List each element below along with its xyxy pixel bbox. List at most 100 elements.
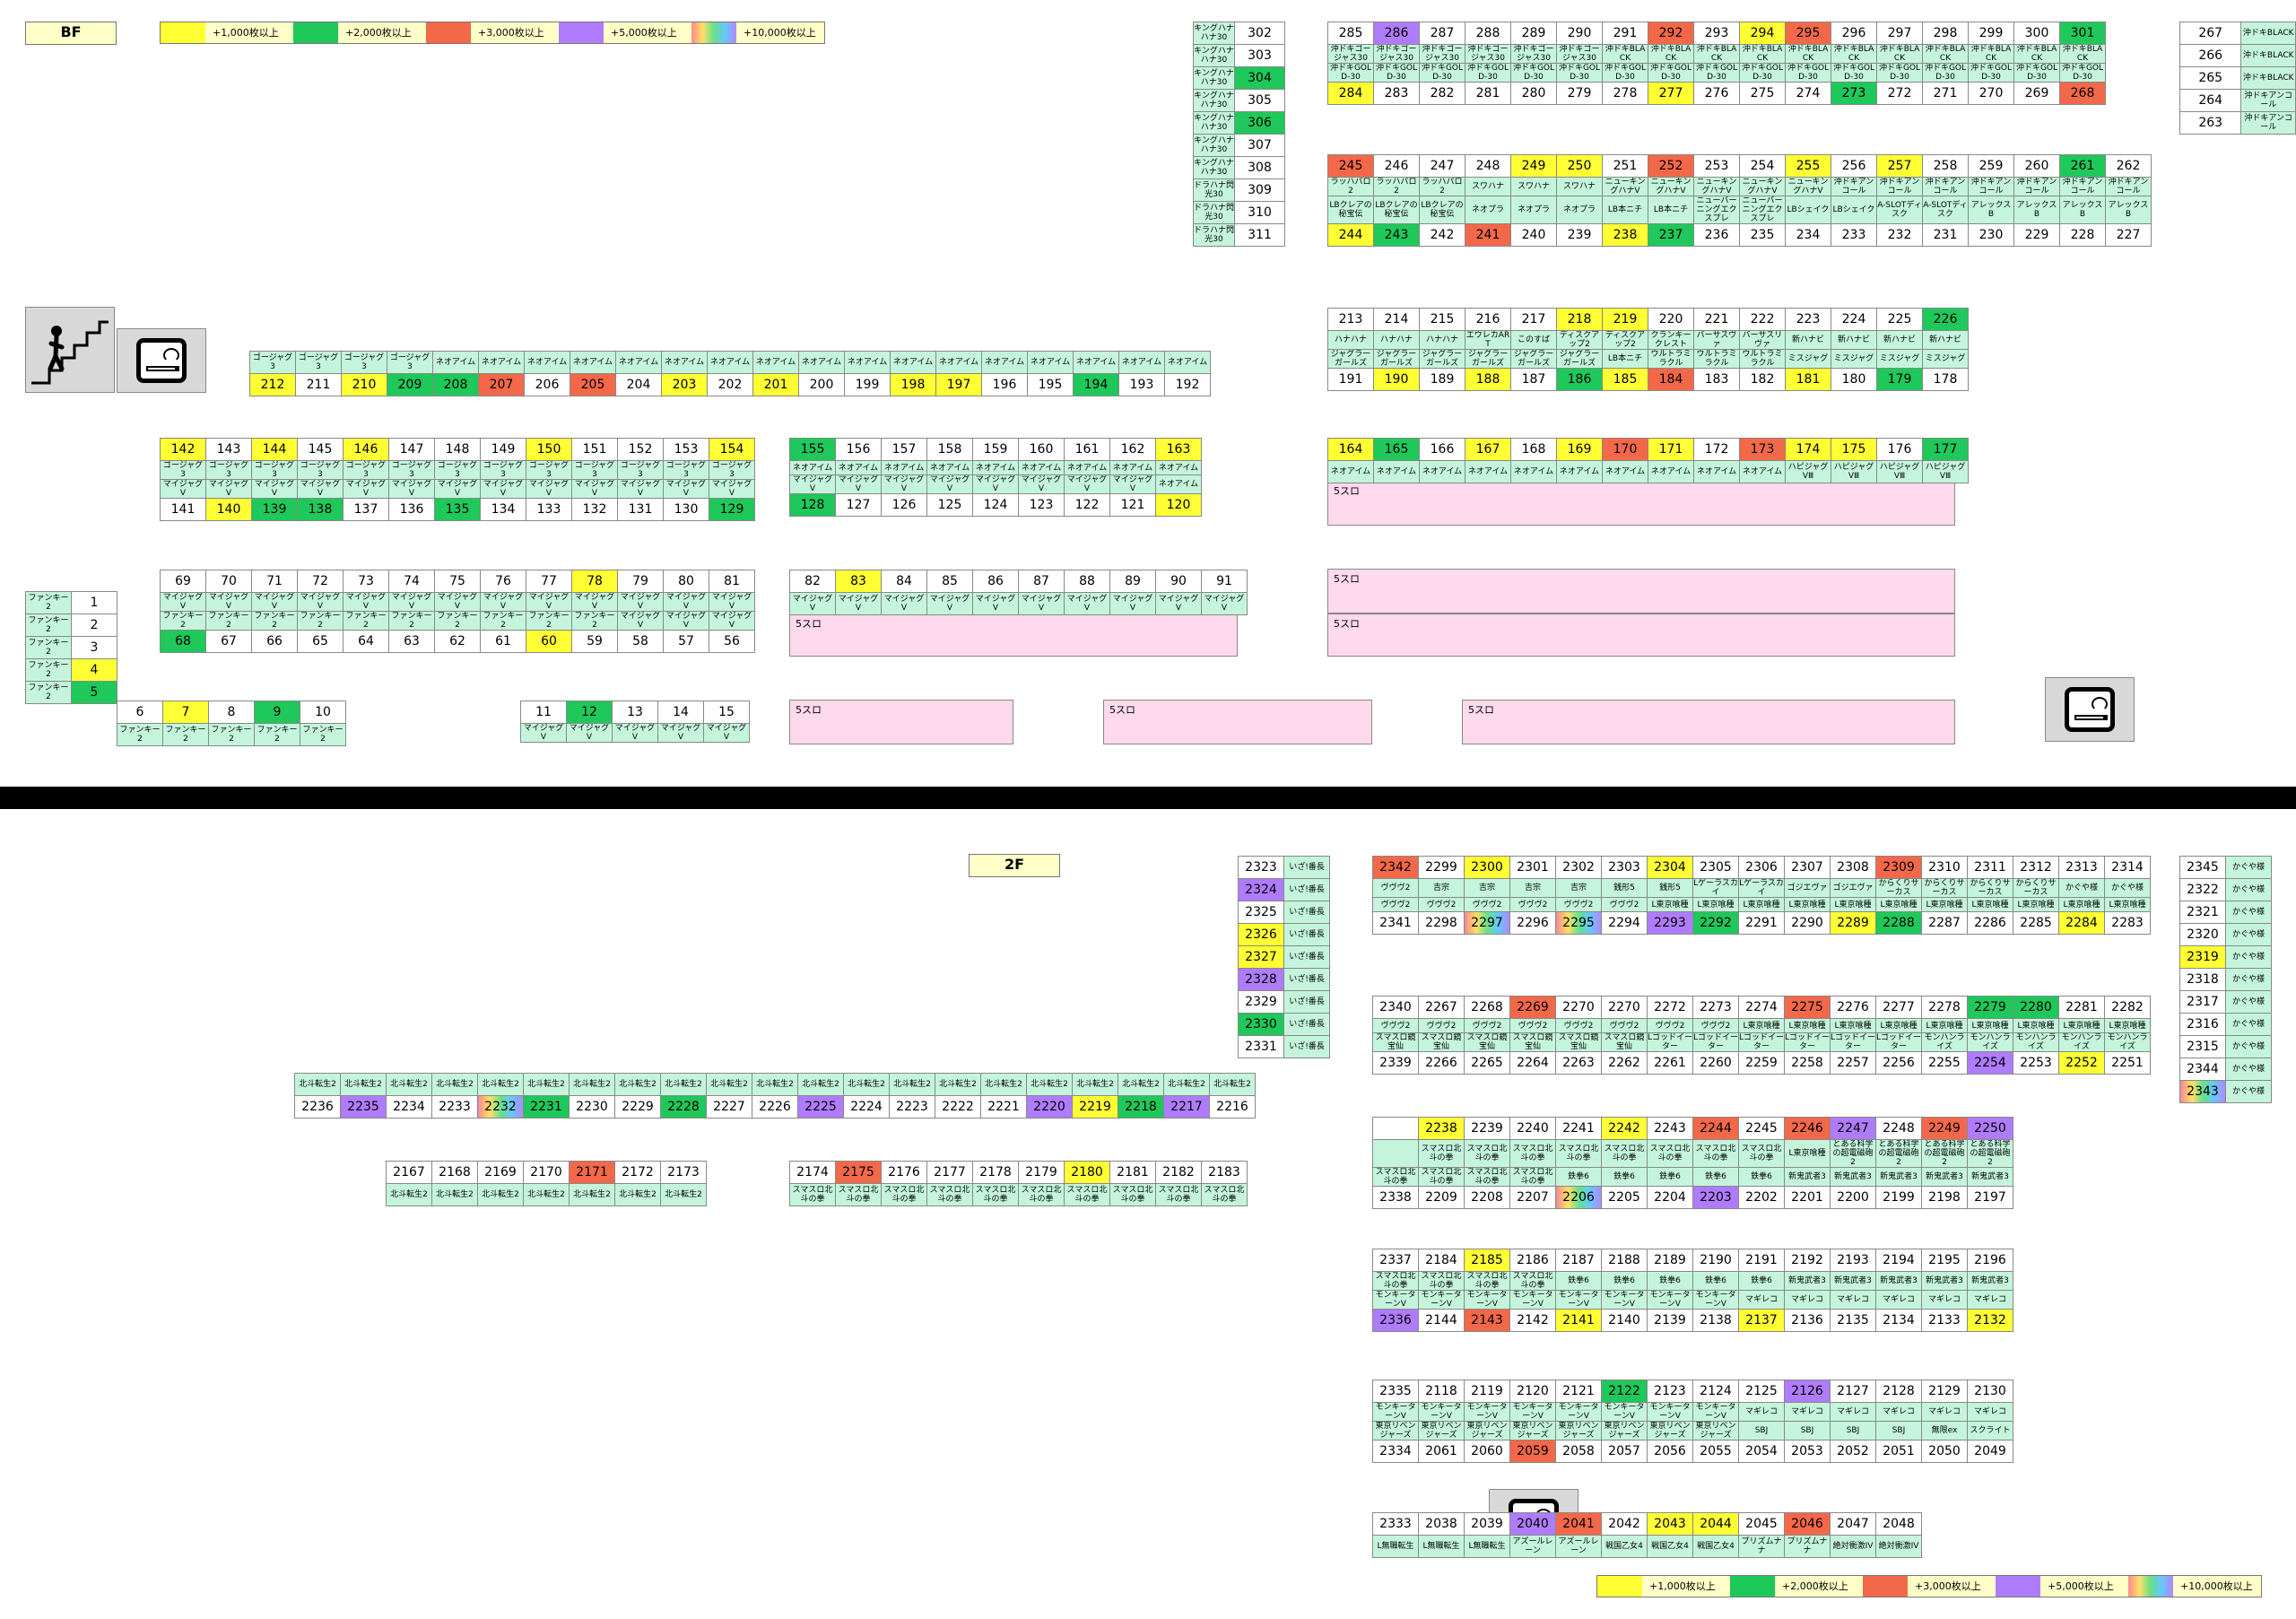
machine-label: キングハナハナ30 <box>1194 157 1235 179</box>
machine-number: 2310 <box>1922 857 1968 879</box>
machine-label: マイジャグV <box>882 593 927 615</box>
machine-label: マギレコ <box>1785 1403 1831 1422</box>
machine-label: マイジャグV <box>658 724 704 743</box>
machine-label: ゴージャグ3 <box>161 461 206 480</box>
machine-number: 219 <box>1603 309 1648 331</box>
machine-number: 256 <box>1831 155 1877 178</box>
machine-label: ファンキー2 <box>26 614 72 637</box>
machine-number: 2256 <box>1876 1052 1922 1075</box>
machine-number: 2292 <box>1693 912 1739 935</box>
machine-label: 新鬼武者3 <box>1831 1272 1876 1291</box>
machine-number: 2136 <box>1785 1310 1831 1332</box>
machine-label: スマスロ北斗の拳 <box>882 1184 927 1206</box>
machine-label: ミスジャグ <box>1923 350 1969 369</box>
machine-number: 258 <box>1923 155 1969 178</box>
machine-label: 鉄拳6 <box>1739 1168 1785 1187</box>
machine-label: ネオアイム <box>1165 352 1211 374</box>
machine-number: 276 <box>1694 83 1740 105</box>
machine-number: 302 <box>1235 22 1285 45</box>
machine-number: 246 <box>1374 155 1420 178</box>
machine-label: ジャグラーガールズ <box>1420 350 1465 369</box>
machine-number: 286 <box>1374 22 1420 45</box>
machine-label: 沖ドキGOLD-30 <box>1328 64 1374 83</box>
machine-label: かぐや様 <box>2059 879 2105 898</box>
machine-number: 205 <box>570 374 616 396</box>
machine-number: 2039 <box>1465 1513 1510 1536</box>
machine-number: 174 <box>1786 439 1831 461</box>
machine-label: マギレコ <box>1739 1403 1785 1422</box>
machine-number: 292 <box>1648 22 1694 45</box>
machine-number: 89 <box>1110 570 1156 593</box>
machine-number: 2052 <box>1831 1441 1876 1463</box>
machine-number: 2054 <box>1739 1441 1785 1463</box>
machine-label: ゴージャグ3 <box>526 461 572 480</box>
machine-number: 223 <box>1786 309 1831 331</box>
machine-number: 2233 <box>432 1096 478 1119</box>
machine-number: 66 <box>252 631 298 653</box>
machine-label: 沖ドキBLACK <box>1694 45 1740 64</box>
machine-number: 261 <box>2060 155 2106 178</box>
slot-zone-5: 5スロ <box>789 700 1013 744</box>
machine-label: いざ!番長 <box>1284 1014 1330 1036</box>
machine-number: 138 <box>298 499 344 521</box>
machine-label: 北斗転生2 <box>935 1074 981 1096</box>
machine-label: マイジャグV <box>613 724 658 743</box>
machine-label: スマスロ北斗の拳 <box>1419 1272 1465 1291</box>
machine-label: スマスロ鏡宝仙 <box>1373 1033 1419 1052</box>
machine-label: ネオプラ <box>1465 196 1511 224</box>
machine-number: 61 <box>481 631 526 653</box>
machine-number: 290 <box>1557 22 1603 45</box>
machine-number: 132 <box>572 499 618 521</box>
machine-label: 沖ドキBLACK <box>1877 45 1923 64</box>
machine-label: 鉄拳6 <box>1602 1272 1648 1291</box>
machine-label: 北斗転生2 <box>615 1184 661 1206</box>
machine-label: モンキーターンV <box>1602 1291 1648 1310</box>
machine-label: 鉄拳6 <box>1739 1272 1785 1291</box>
machine-number: 211 <box>296 374 342 396</box>
machine-label: 新鬼武者3 <box>1922 1272 1968 1291</box>
machine-number: 125 <box>927 494 973 517</box>
machine-label: ジャグラーガールズ <box>1374 350 1420 369</box>
machine-bank: 2167 2168 2169 2170 2171 2172 2173 北斗転生2 北斗転生2 北斗… <box>386 1161 707 1206</box>
machine-number: 2168 <box>432 1162 478 1184</box>
legend-label-2000: +2,000枚以上 <box>338 22 426 43</box>
machine-label: 新ハナビ <box>1786 331 1831 350</box>
machine-label: スワハナ <box>1557 178 1603 196</box>
machine-label: 沖ドキBLACK <box>1603 45 1648 64</box>
machine-label: 沖ドキGOLD-30 <box>1786 64 1831 83</box>
legend-label-5000: +5,000枚以上 <box>2040 1576 2128 1597</box>
machine-label: マイジャグV <box>882 475 927 494</box>
machine-number: 2199 <box>1876 1187 1922 1209</box>
machine-number: 186 <box>1557 369 1603 391</box>
machine-label: スマスロ北斗の拳 <box>1065 1184 1110 1206</box>
machine-number: 198 <box>891 374 936 396</box>
machine-label: ゴージャグ3 <box>252 461 298 480</box>
machine-label: 北斗転生2 <box>661 1184 707 1206</box>
machine-number: 2195 <box>1922 1249 1968 1272</box>
machine-label: ウルトラミラクル <box>1740 350 1786 369</box>
machine-label: スマスロ北斗の拳 <box>973 1184 1019 1206</box>
machine-number: 210 <box>342 374 387 396</box>
machine-label: ネオアイム <box>1028 352 1074 374</box>
machine-number: 144 <box>252 439 298 461</box>
machine-number: 2333 <box>1373 1513 1419 1536</box>
machine-number: 2240 <box>1510 1118 1556 1140</box>
machine-label: モンハンライズ <box>2059 1033 2105 1052</box>
machine-number: 2167 <box>387 1162 432 1184</box>
machine-label: スマスロ北斗の拳 <box>1110 1184 1156 1206</box>
machine-bank: 北斗転生2 北斗転生2 北斗転生2 北斗転生2 北斗転生2 北斗転生2 北斗転生2 北斗転生2… <box>294 1073 1256 1119</box>
machine-label: 沖ドキアンコール <box>2241 112 2296 135</box>
machine-number: 2279 <box>1968 997 2013 1019</box>
machine-number: 2216 <box>1210 1096 1256 1119</box>
machine-label: マイジャグV <box>1019 593 1065 615</box>
machine-label: ニューバーニングエクスプレ <box>1694 196 1740 224</box>
machine-number: 2239 <box>1465 1118 1510 1140</box>
legend-label-10000: +10,000枚以上 <box>2173 1576 2261 1597</box>
machine-number: 2183 <box>1202 1162 1248 1184</box>
machine-label: スマスロ北斗の拳 <box>1510 1168 1556 1187</box>
machine-label: 沖ドキゴージャス30 <box>1420 45 1465 64</box>
machine-number: 245 <box>1328 155 1374 178</box>
machine-number: 2315 <box>2180 1036 2226 1058</box>
machine-label: 沖ドキアンコール <box>2060 178 2106 196</box>
machine-label: マイジャグV <box>161 593 206 612</box>
